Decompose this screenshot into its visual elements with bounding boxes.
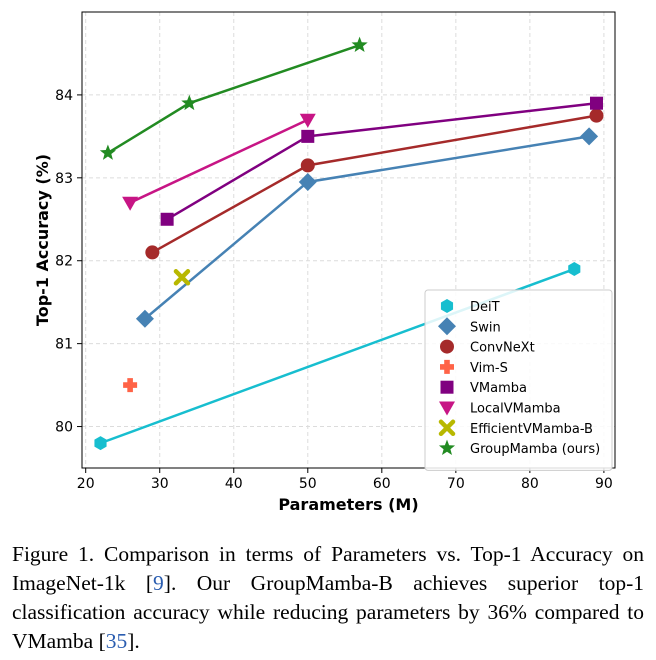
plot-area-frame: [81, 11, 616, 469]
caption-text-1: Figure 1. Comparison in terms of Paramet…: [12, 542, 644, 595]
data-point-vmamba: [301, 129, 315, 143]
legend-marker-localvmamba: [439, 401, 455, 416]
x-tick-label: 20: [77, 476, 95, 492]
data-point-convnext: [300, 158, 315, 173]
y-axis-label: Top-1 Accuracy (%): [33, 154, 52, 326]
data-point-swin: [298, 172, 317, 191]
legend-label-vmamba: VMamba: [470, 381, 527, 396]
data-point-swin: [580, 127, 599, 146]
citation-link-35[interactable]: 35: [105, 629, 128, 653]
figure-caption: Figure 1. Comparison in terms of Paramet…: [12, 540, 644, 656]
data-point-vim-s: [123, 378, 138, 393]
legend-label-swin: Swin: [470, 320, 501, 335]
legend-marker-vmamba: [440, 380, 454, 394]
caption-text-2: ]. Our GroupMamba-B achieves superior to…: [12, 571, 644, 653]
legend-marker-swin: [438, 317, 456, 336]
y-tick-label: 82: [55, 254, 73, 270]
legend-label-deit: DeiT: [470, 300, 500, 315]
x-tick-label: 40: [225, 476, 243, 492]
citation-link-9[interactable]: 9: [153, 571, 164, 595]
data-point-vmamba: [589, 96, 603, 110]
legend-marker-vim-s: [440, 359, 454, 374]
legend-marker-efficientvmamba-b: [438, 419, 456, 437]
data-point-vmamba: [160, 212, 174, 226]
data-point-groupmamba-ours: [181, 94, 198, 111]
series-line-localvmamba: [129, 118, 309, 204]
x-tick-label: 50: [299, 476, 317, 492]
legend-marker-groupmamba-ours: [438, 439, 456, 455]
data-point-deit: [94, 436, 107, 451]
x-tick-label: 30: [151, 476, 169, 492]
legend: DeiT Swin ConvNeXt Vim-S VMamba LocalVMamba Ef…: [424, 289, 613, 471]
y-tick-label: 80: [55, 420, 73, 436]
y-tick-label: 83: [55, 171, 73, 187]
legend-label-efficientvmamba-b: EfficientVMamba-B: [470, 422, 593, 437]
legend-marker-deit: [440, 299, 454, 313]
data-point-convnext: [145, 245, 160, 260]
chart: 20 30 40 50 60 70 80 90 80 81 82 83 84 Parameters (M…: [33, 11, 616, 514]
x-tick-label: 90: [595, 476, 613, 492]
legend-label-localvmamba: LocalVMamba: [470, 402, 561, 417]
data-point-groupmamba-ours: [99, 144, 116, 160]
data-point-convnext: [589, 108, 604, 123]
data-point-swin: [135, 309, 154, 328]
legend-label-groupmamba-ours: GroupMamba (ours): [470, 442, 600, 457]
x-tick-label: 80: [521, 476, 539, 492]
caption-text-3: ].: [127, 629, 140, 653]
data-point-localvmamba: [299, 113, 316, 128]
legend-label-vim-s: Vim-S: [470, 361, 508, 376]
y-tick-label: 81: [55, 337, 73, 353]
data-point-localvmamba: [122, 196, 139, 211]
x-axis-label: Parameters (M): [278, 495, 418, 514]
legend-marker-convnext: [440, 339, 454, 354]
data-point-deit: [568, 262, 581, 277]
y-tick-label: 84: [55, 88, 73, 104]
x-tick-label: 60: [373, 476, 391, 492]
legend-box: [424, 289, 613, 471]
data-point-efficientvmamba-b: [173, 269, 191, 286]
legend-label-convnext: ConvNeXt: [470, 341, 535, 356]
data-point-groupmamba-ours: [351, 36, 368, 53]
x-tick-label: 70: [447, 476, 465, 492]
